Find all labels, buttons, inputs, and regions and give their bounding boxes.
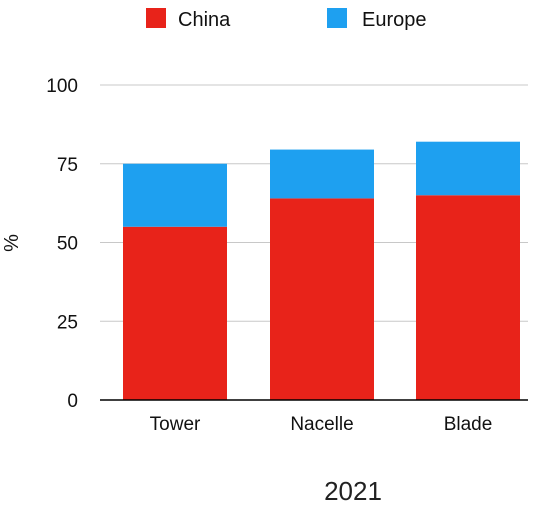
y-tick-label: 25 bbox=[57, 312, 78, 333]
legend-label: Europe bbox=[362, 9, 427, 31]
y-tick-label: 75 bbox=[57, 155, 78, 176]
bar-china-tower bbox=[123, 226, 227, 400]
x-tick-label: Tower bbox=[150, 414, 201, 435]
legend-swatch bbox=[146, 8, 166, 28]
y-axis-ticks: 0 25 50 75 100 bbox=[46, 76, 78, 412]
bar-china-blade bbox=[416, 195, 520, 400]
legend-label: China bbox=[178, 9, 231, 31]
bar-europe-blade bbox=[416, 141, 520, 196]
y-tick-label: 100 bbox=[46, 76, 78, 97]
bar-china-nacelle bbox=[270, 198, 374, 400]
x-axis-title: 2021 bbox=[324, 476, 382, 506]
y-tick-label: 0 bbox=[67, 391, 78, 412]
legend: China Europe bbox=[146, 8, 427, 31]
x-tick-label: Blade bbox=[444, 414, 493, 435]
x-tick-label: Nacelle bbox=[290, 414, 353, 435]
bar-europe-nacelle bbox=[270, 149, 374, 199]
y-tick-label: 50 bbox=[57, 234, 78, 255]
legend-swatch bbox=[327, 8, 347, 28]
bars bbox=[123, 141, 520, 400]
x-axis-ticks: Tower Nacelle Blade bbox=[150, 414, 493, 435]
bar-europe-tower bbox=[123, 163, 227, 227]
y-axis-title: % bbox=[1, 234, 23, 252]
